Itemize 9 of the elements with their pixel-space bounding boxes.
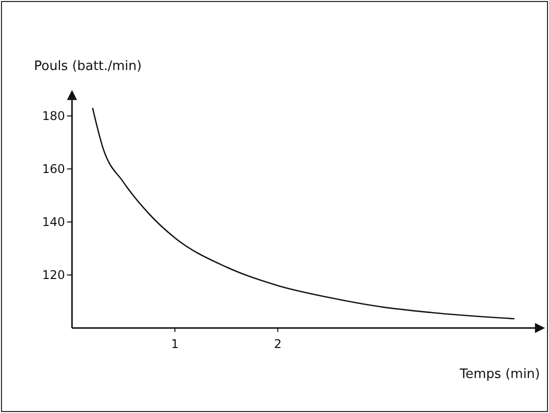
y-tick-label: 160 [42, 162, 65, 176]
y-tick-label: 140 [42, 215, 65, 230]
y-tick-label: 120 [42, 268, 65, 282]
line-series [92, 107, 516, 320]
y-axis-title: Pouls (batt./min) [34, 59, 142, 74]
x-tick-label: 2 [274, 337, 282, 351]
x-axis-title: Temps (min) [458, 367, 540, 382]
y-tick-label: 180 [42, 109, 65, 124]
x-tick-label: 1 [171, 337, 179, 351]
